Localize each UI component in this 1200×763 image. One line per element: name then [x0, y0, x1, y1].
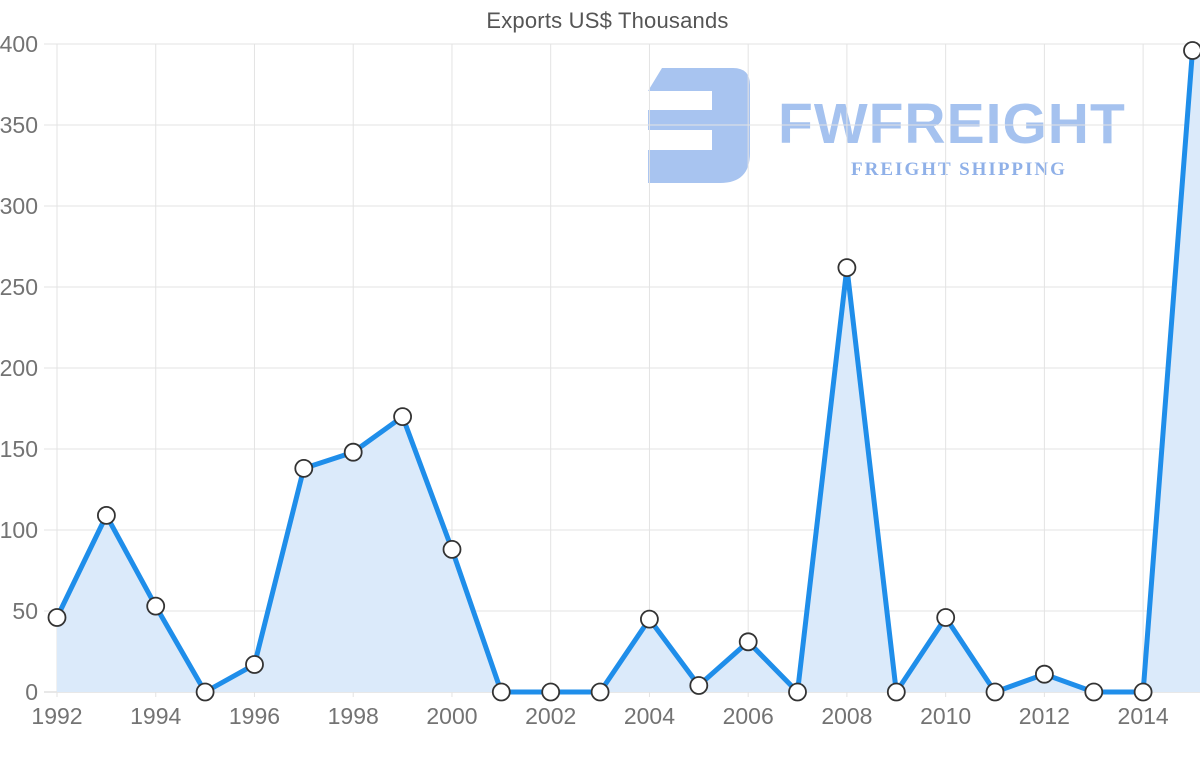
y-axis-label: 0 — [25, 679, 38, 705]
area-fill — [57, 50, 1200, 692]
watermark-logo: FWFREIGHT FREIGHT SHIPPING — [648, 68, 1140, 185]
x-axis-label: 2000 — [426, 703, 477, 729]
x-axis-label: 1996 — [229, 703, 280, 729]
data-point-2006 — [738, 632, 758, 652]
x-axis-label: 2004 — [624, 703, 675, 729]
data-point-1999 — [393, 407, 413, 427]
data-point-2008 — [837, 258, 857, 278]
x-axis-label: 2002 — [525, 703, 576, 729]
x-axis-label: 1998 — [328, 703, 379, 729]
data-point-2000 — [442, 540, 462, 559]
x-axis-label: 2014 — [1118, 703, 1169, 729]
data-point-2009 — [886, 682, 906, 702]
data-point-1997 — [294, 458, 314, 478]
data-point-2007 — [788, 682, 807, 702]
y-axis-label: 400 — [0, 31, 38, 57]
data-point-1995 — [195, 682, 215, 702]
data-point-2004 — [640, 609, 659, 629]
data-point-1996 — [245, 655, 264, 674]
x-axis-label: 2012 — [1019, 703, 1070, 729]
y-axis-label: 250 — [0, 274, 38, 300]
y-axis-label: 150 — [0, 436, 38, 462]
data-point-1998 — [343, 442, 363, 462]
logo-tagline: FREIGHT SHIPPING — [851, 159, 1067, 180]
y-axis-label: 200 — [0, 355, 38, 381]
y-axis-label: 350 — [0, 112, 38, 138]
y-axis-label: 50 — [12, 598, 38, 624]
data-point-2002 — [541, 682, 561, 702]
data-point-2010 — [936, 608, 956, 627]
x-axis-label: 1992 — [31, 703, 82, 729]
page-title: Exports US$ Thousands — [486, 8, 729, 33]
series-line — [54, 48, 1195, 695]
data-point-1993 — [97, 506, 116, 525]
x-axis-label: 1994 — [130, 703, 181, 729]
logo-wordmark: FWFREIGHT — [778, 92, 1126, 156]
y-axis-label: 100 — [0, 517, 38, 543]
x-axis-label: 2010 — [920, 703, 971, 729]
data-point-2015 — [1183, 41, 1200, 60]
data-point-2003 — [590, 682, 610, 702]
data-point-1994 — [146, 596, 166, 616]
data-point-2011 — [985, 682, 1005, 702]
data-point-2012 — [1035, 664, 1054, 684]
y-axis-label: 300 — [0, 193, 38, 219]
data-point-2001 — [491, 682, 511, 702]
x-axis-label: 2008 — [821, 703, 872, 729]
x-axis-label: 2006 — [723, 703, 774, 729]
data-point-1992 — [47, 608, 67, 627]
data-point-2013 — [1084, 682, 1104, 702]
data-point-2005 — [689, 676, 709, 695]
data-point-2014 — [1133, 682, 1153, 702]
